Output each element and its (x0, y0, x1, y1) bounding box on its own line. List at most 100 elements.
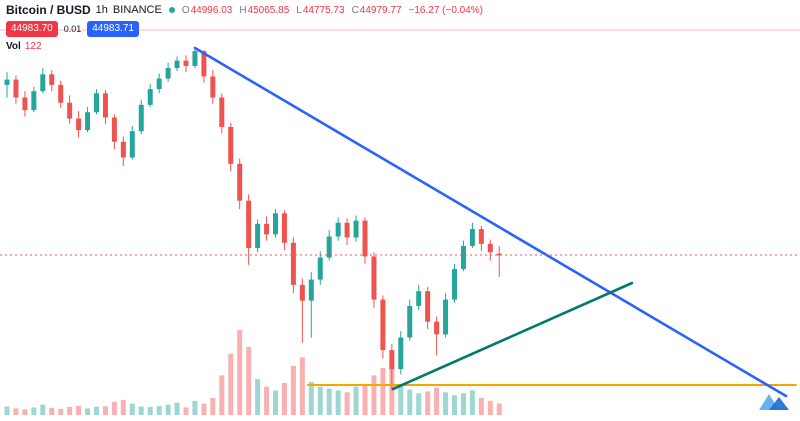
volume-bar (299, 357, 305, 415)
candle-body (273, 213, 278, 235)
candle-body (389, 350, 395, 370)
volume-value: 122 (24, 41, 42, 52)
candle-body (156, 78, 162, 90)
candle-body (452, 269, 457, 300)
volume-bar (76, 406, 82, 415)
volume-bar (416, 393, 422, 415)
candle-body (237, 163, 243, 201)
ohlc-readout: O44996.03 H45065.85 L44775.73 C44979.77 (182, 5, 402, 16)
candle-body (299, 284, 305, 301)
volume-bar (335, 390, 341, 415)
candle-body (281, 213, 287, 243)
volume-bar (138, 406, 144, 415)
volume-bar (129, 403, 135, 415)
volume-bar (290, 365, 296, 415)
candle-body (183, 60, 189, 66)
volume-bar (67, 406, 73, 415)
volume-bar (219, 375, 225, 415)
candle-body (371, 256, 377, 300)
candle-body (487, 243, 493, 253)
volume-bar (425, 391, 431, 415)
volume-bar (210, 398, 216, 415)
volume-bar (147, 406, 153, 415)
spread-value: 0.01 (63, 24, 82, 34)
candle-body (147, 89, 153, 105)
candle-body (246, 200, 252, 249)
ohlc-high: H45065.85 (239, 4, 290, 16)
candle-body (308, 279, 314, 301)
volume-bar (407, 389, 413, 415)
candle-body (255, 223, 261, 249)
volume-bar (362, 385, 368, 415)
candle-body (496, 253, 502, 256)
volume-bar (353, 386, 359, 415)
volume-bar (102, 406, 108, 415)
watermark-logo[interactable] (758, 390, 792, 417)
volume-bar (94, 406, 99, 415)
candle-body (353, 220, 359, 238)
candle-body (407, 305, 413, 338)
candle-body (219, 97, 225, 127)
volume-bar (496, 403, 502, 415)
volume-indicator-label[interactable]: Vol (6, 41, 21, 52)
volume-bar (237, 330, 243, 415)
ascending-trendline[interactable] (391, 281, 634, 391)
volume-bar (85, 408, 91, 415)
candle-body (469, 229, 475, 246)
candle-body (22, 97, 28, 111)
candle-body (13, 79, 19, 98)
volume-bar (371, 375, 377, 415)
sell-price-button[interactable]: 44983.70 (6, 21, 58, 37)
candle-body (264, 223, 270, 235)
volume-bar (120, 399, 126, 415)
candle-body (362, 220, 368, 257)
volume-bar (246, 347, 252, 415)
volume-bar (22, 409, 28, 415)
candle-body (344, 222, 350, 238)
volume-bar (443, 392, 449, 415)
symbol-name[interactable]: Bitcoin / BUSD (6, 3, 91, 17)
volume-bar (40, 404, 46, 415)
volume-bar (434, 387, 440, 415)
candle-body (120, 141, 126, 158)
volume-bar (156, 406, 162, 415)
chart-legend: Bitcoin / BUSD 1h BINANCE O44996.03 H450… (6, 3, 483, 52)
candle-body (210, 76, 216, 98)
candle-body (76, 118, 82, 131)
quote-row: 44983.70 0.01 44983.71 (6, 21, 483, 37)
candle-body (192, 51, 198, 66)
volume-bar (31, 407, 37, 415)
volume-bar (111, 401, 117, 415)
ohlc-open: O44996.03 (181, 4, 233, 16)
candle-body (326, 236, 332, 258)
volume-indicator-row: Vol 122 (6, 41, 483, 52)
volume-bar (165, 404, 171, 415)
ohlc-low: L44775.73 (296, 4, 345, 16)
exchange-label[interactable]: BINANCE (112, 4, 162, 16)
volume-bar (460, 393, 466, 415)
volume-bar (174, 402, 180, 415)
candle-body (58, 84, 64, 103)
candle-body (228, 126, 234, 164)
candle-body (102, 93, 108, 118)
candle-body (49, 74, 55, 85)
volume-bar (255, 379, 261, 415)
symbol-row: Bitcoin / BUSD 1h BINANCE O44996.03 H450… (6, 3, 483, 17)
candle-body (416, 291, 422, 306)
interval-label[interactable]: 1h (95, 4, 108, 16)
candle-body (443, 299, 449, 335)
market-status-dot (168, 7, 175, 13)
volume-bar (201, 403, 207, 415)
ohlc-close: C44979.77 (351, 4, 402, 16)
candle-body (317, 257, 323, 280)
candle-body (67, 102, 73, 119)
buy-price-button[interactable]: 44983.71 (87, 21, 139, 37)
volume-bar (58, 408, 64, 415)
descending-trendline[interactable] (193, 46, 788, 398)
volume-bar (398, 383, 404, 415)
candle-body (290, 242, 296, 285)
candle-body (4, 79, 10, 85)
candle-body (434, 321, 440, 335)
